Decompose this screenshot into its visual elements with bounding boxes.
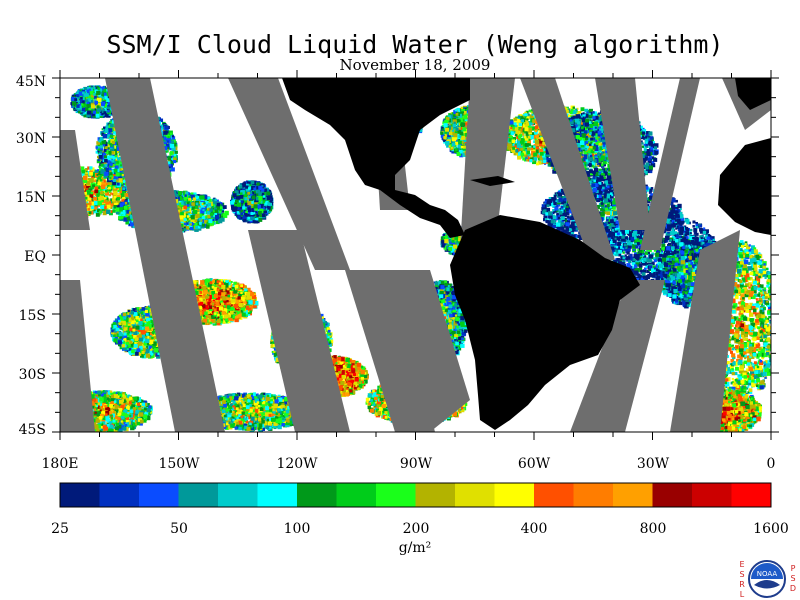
colorbar-swatch xyxy=(732,483,772,507)
colorbar-swatch xyxy=(455,483,495,507)
colorbar-swatch xyxy=(218,483,258,507)
lat-label-45s: 45S xyxy=(6,422,46,438)
colorbar-swatch xyxy=(60,483,100,507)
logo-noaa-text: NOAA xyxy=(757,570,778,578)
colorbar-swatch xyxy=(297,483,337,507)
colorbar xyxy=(60,483,772,507)
lon-label-90w: 90W xyxy=(386,456,446,472)
colorbar-swatch xyxy=(100,483,140,507)
colorbar-swatch xyxy=(495,483,535,507)
colorbar-label-1600: 1600 xyxy=(741,521,800,537)
lat-label-15n: 15N xyxy=(6,190,46,206)
colorbar-label-400: 400 xyxy=(504,521,564,537)
colorbar-swatch xyxy=(416,483,456,507)
colorbar-label-25: 25 xyxy=(30,521,90,537)
lon-label-150w: 150W xyxy=(149,456,209,472)
lat-label-45n: 45N xyxy=(6,74,46,90)
colorbar-units: g/m² xyxy=(395,540,435,556)
lon-label-120w: 120W xyxy=(267,456,327,472)
colorbar-swatch xyxy=(692,483,732,507)
colorbar-swatch xyxy=(337,483,377,507)
colorbar-swatch xyxy=(613,483,653,507)
colorbar-label-50: 50 xyxy=(149,521,209,537)
lat-label-15s: 15S xyxy=(6,308,46,324)
colorbar-label-100: 100 xyxy=(267,521,327,537)
colorbar-swatch xyxy=(139,483,179,507)
lat-label-30s: 30S xyxy=(6,367,46,383)
colorbar-swatch xyxy=(376,483,416,507)
lon-label-60w: 60W xyxy=(504,456,564,472)
noaa-emblem-icon: NOAA xyxy=(747,559,787,599)
colorbar-swatch xyxy=(258,483,298,507)
lon-label-30w: 30W xyxy=(623,456,683,472)
colorbar-label-200: 200 xyxy=(386,521,446,537)
colorbar-swatch xyxy=(574,483,614,507)
colorbar-swatch xyxy=(534,483,574,507)
colorbar-label-800: 800 xyxy=(623,521,683,537)
colorbar-swatch xyxy=(179,483,219,507)
lat-label-30n: 30N xyxy=(6,131,46,147)
lon-label-0: 0 xyxy=(741,456,800,472)
colorbar-swatch xyxy=(653,483,693,507)
lat-label-eq: EQ xyxy=(6,249,46,265)
lon-label-180e: 180E xyxy=(30,456,90,472)
